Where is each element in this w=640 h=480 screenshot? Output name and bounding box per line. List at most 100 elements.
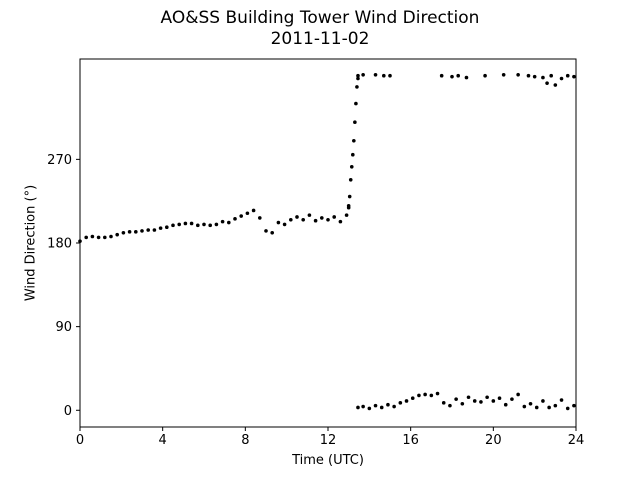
data-points [78,73,576,411]
data-point [276,220,281,225]
data-point [559,398,564,402]
data-point [282,222,287,227]
data-point [227,220,231,225]
data-point [472,399,477,403]
data-point [522,404,527,409]
data-point [479,400,483,404]
data-point [549,73,553,78]
data-point [565,73,570,78]
data-point [152,228,157,232]
data-point [356,405,360,410]
chart-subtitle-line: 2011-11-02 [270,29,370,49]
data-point [183,221,188,226]
data-point [503,402,508,407]
data-point [189,221,194,226]
data-point [356,73,360,78]
data-point [454,397,458,401]
data-point [103,235,107,240]
data-point [379,405,384,410]
data-point [354,101,358,106]
data-point [450,74,454,79]
data-point [351,152,355,157]
y-tick-label: 90 [55,320,72,335]
data-point [483,73,487,78]
data-point [526,73,531,78]
data-point [220,219,225,224]
data-point [346,204,351,208]
data-point [466,395,471,400]
data-point [348,178,353,182]
data-point [202,222,206,227]
data-point [158,226,163,230]
data-point [367,406,372,411]
x-tick-label: 24 [568,433,585,448]
chart-title: AO&SS Building Tower Wind Direction 2011… [0,8,640,50]
data-point [534,405,539,410]
data-point [547,405,551,410]
data-point [497,396,502,400]
data-point [541,75,545,80]
data-point [320,216,324,220]
data-point [301,217,306,222]
data-point [96,235,101,240]
y-axis-label: Wind Direction (°) [23,184,39,302]
data-point [435,391,440,396]
data-point [134,230,138,234]
data-point [382,73,386,78]
data-point [214,222,219,227]
data-point [270,230,275,235]
data-point [532,74,537,79]
data-point [177,222,181,227]
data-point [239,214,243,218]
data-point [251,208,256,213]
x-tick-label: 4 [159,433,167,448]
data-point [448,403,452,408]
data-point [429,393,434,398]
data-point [245,211,250,216]
data-point [347,194,352,199]
data-point [140,229,144,233]
data-point [464,75,469,80]
data-point [171,223,175,228]
data-point [295,215,299,219]
data-point [121,230,126,235]
chart-title-line: AO&SS Building Tower Wind Direction [160,8,480,28]
data-point [361,73,365,77]
data-point [423,392,427,397]
data-point [373,73,378,77]
x-tick-label: 16 [402,433,419,448]
data-point [313,218,318,223]
data-point [545,81,549,85]
data-point [233,217,237,221]
data-point [516,73,520,77]
data-point [355,85,359,89]
data-point [392,404,396,409]
data-point [398,401,403,405]
data-point [565,406,570,411]
x-tick-label: 8 [241,433,249,448]
data-point [501,73,506,77]
data-point [410,396,415,400]
data-point [146,228,150,232]
data-point [386,402,390,407]
data-point [344,213,349,217]
data-point [559,76,564,81]
x-tick-label: 20 [485,433,502,448]
y-tick-label: 180 [47,237,72,252]
x-tick-label: 0 [76,433,84,448]
data-point [460,401,465,406]
plot-area-frame [79,58,577,428]
data-point [510,397,514,401]
x-tick-label: 12 [320,433,337,448]
data-point [208,223,212,228]
data-point [258,216,262,220]
data-point [441,401,446,405]
data-point [196,223,200,228]
data-point [165,225,169,229]
data-point [417,393,421,398]
data-point [541,399,545,403]
data-point [528,401,533,406]
data-point [353,120,357,124]
